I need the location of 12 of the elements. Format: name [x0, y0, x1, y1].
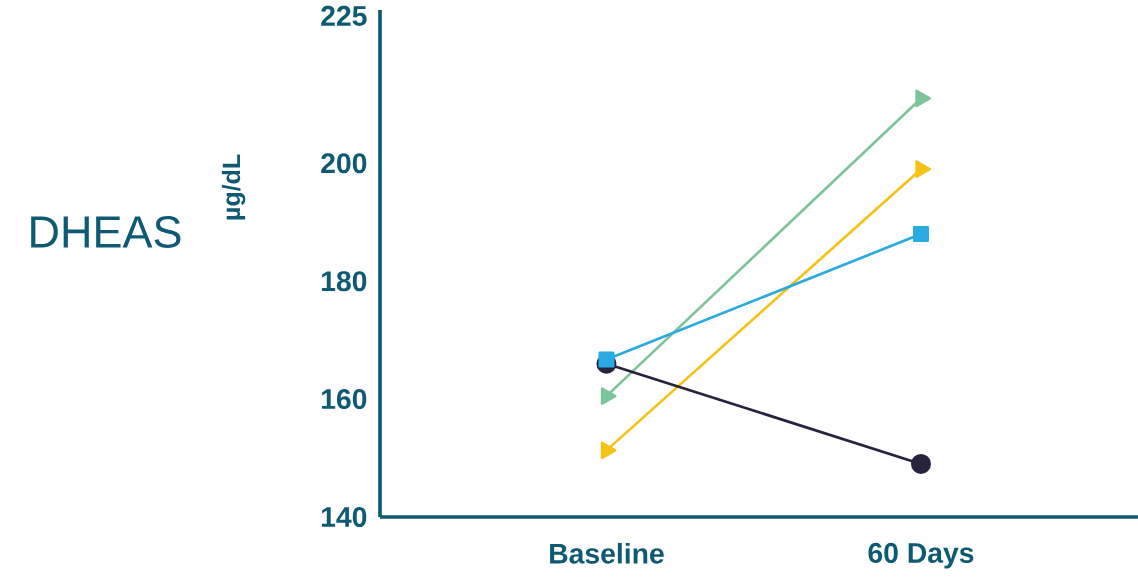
point: [912, 226, 929, 243]
y-tick-label: 200: [321, 153, 367, 174]
x-tick-label: Baseline: [550, 542, 664, 564]
x-tick-label: 60 Days: [868, 542, 974, 569]
text: DHEAS: [31, 216, 181, 248]
y-tick-label: 180: [321, 271, 367, 292]
y-axis-title: µg/dL: [221, 154, 246, 220]
point: [910, 453, 931, 474]
y-tick-label: 140: [321, 506, 367, 528]
point: [598, 351, 615, 368]
y-tick-label: 225: [321, 5, 367, 26]
y-tick-label: 160: [321, 389, 367, 410]
